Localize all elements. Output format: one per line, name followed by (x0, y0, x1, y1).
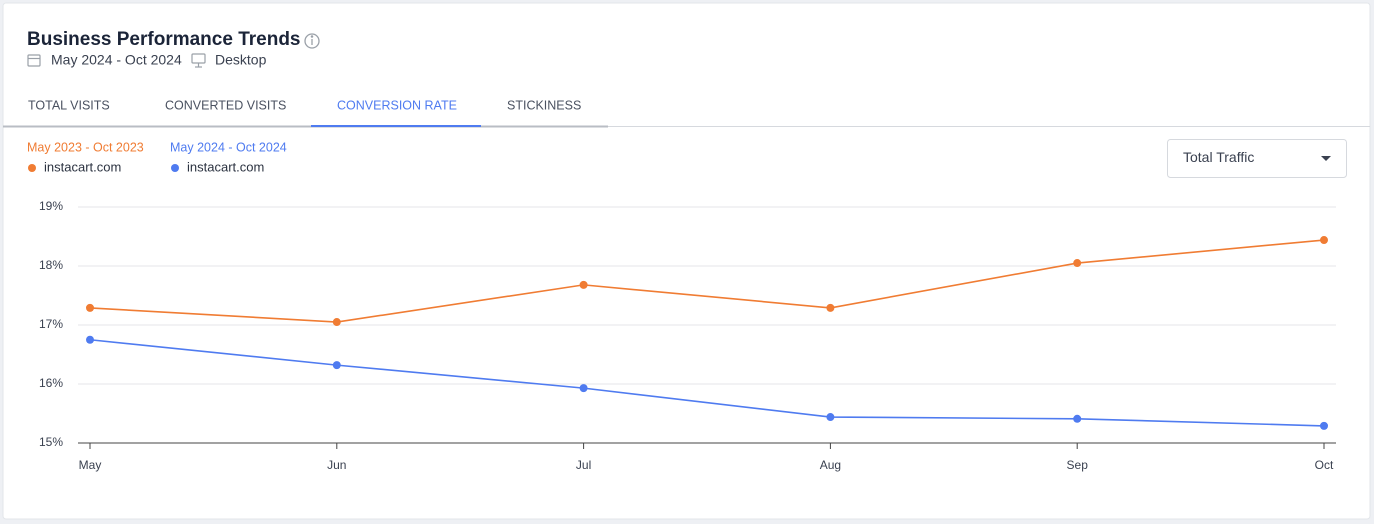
dropdown[interactable] (1167, 139, 1347, 178)
legend-dot (28, 164, 36, 172)
tab[interactable]: CONVERSION RATE (337, 98, 457, 112)
legend-period: May 2024 - Oct 2024 (170, 140, 287, 154)
y-tick-label: 16% (39, 376, 63, 390)
data-point (826, 303, 835, 312)
data-point (1073, 414, 1082, 423)
data-point (1073, 259, 1082, 268)
desktop-icon (191, 53, 206, 68)
series-line (89, 338, 1325, 427)
legend-label: instacart.com (187, 159, 264, 174)
x-tick-label: Sep (1067, 458, 1089, 472)
data-point (579, 280, 588, 289)
legend-dot (171, 164, 179, 172)
data-point (1320, 236, 1328, 245)
legend-label: instacart.com (44, 159, 121, 174)
calendar-icon (27, 54, 41, 67)
tab[interactable]: CONVERTED VISITS (165, 98, 286, 112)
data-point (332, 318, 341, 327)
tab[interactable]: TOTAL VISITS (28, 98, 110, 112)
date-range: May 2024 - Oct 2024 (51, 52, 182, 68)
data-point (332, 361, 341, 370)
legend-period: May 2023 - Oct 2023 (27, 140, 144, 154)
data-point (826, 413, 835, 422)
y-tick-label: 18% (39, 258, 63, 272)
data-point (86, 303, 94, 312)
y-tick-label: 17% (39, 317, 63, 331)
dropdown-caret (1321, 156, 1331, 161)
x-tick-label: May (79, 458, 102, 472)
data-point (1320, 421, 1328, 430)
title: Business Performance Trends (27, 29, 301, 50)
info-icon (304, 33, 320, 49)
device: Desktop (215, 52, 267, 68)
x-tick-label: Jun (327, 458, 346, 472)
dropdown-label[interactable]: Total Traffic (1183, 149, 1254, 165)
x-tick-label: Aug (820, 458, 841, 472)
series-line (89, 239, 1325, 323)
data-point (86, 335, 94, 344)
active-tab-indicator (311, 125, 481, 127)
data-point (579, 384, 588, 393)
y-tick-label: 15% (39, 435, 63, 449)
x-tick-label: Jul (576, 458, 591, 472)
x-tick-label: Oct (1315, 458, 1334, 472)
y-tick-label: 19% (39, 199, 63, 213)
tab[interactable]: STICKINESS (507, 98, 581, 112)
